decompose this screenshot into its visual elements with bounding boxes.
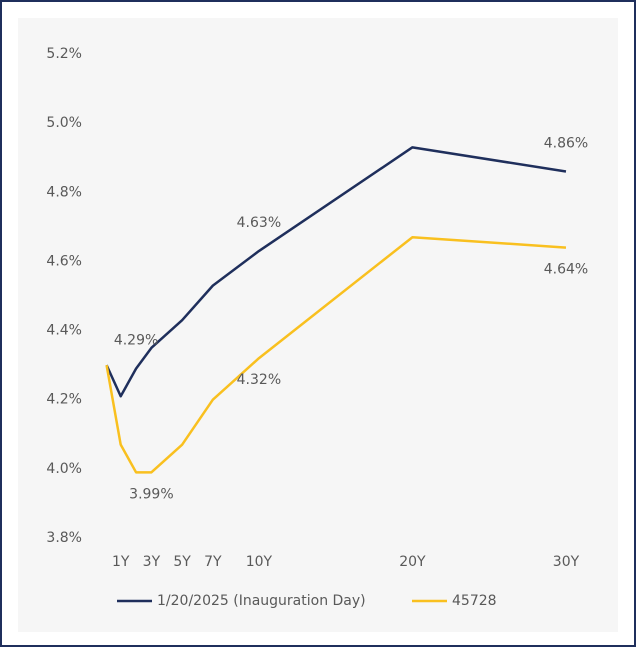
y-tick-label: 4.8% (46, 184, 82, 200)
y-tick-label: 4.6% (46, 253, 82, 269)
data-label: 3.99% (129, 486, 173, 502)
plot-panel (18, 18, 618, 632)
y-tick-label: 4.0% (46, 461, 82, 477)
data-label: 4.29% (114, 333, 158, 349)
x-tick-label: 5Y (173, 554, 191, 570)
y-tick-label: 5.0% (46, 115, 82, 131)
x-tick-label: 1Y (112, 554, 130, 570)
legend-label: 45728 (452, 593, 497, 609)
line-series (105, 146, 567, 398)
x-tick-label: 10Y (246, 554, 273, 570)
x-tick-label: 30Y (553, 554, 580, 570)
line-series (105, 235, 567, 474)
x-tick-label: 20Y (399, 554, 426, 570)
y-tick-label: 4.2% (46, 392, 82, 408)
data-label: 4.64% (544, 262, 588, 278)
data-label: 4.32% (237, 372, 281, 388)
x-tick-label: 7Y (204, 554, 222, 570)
y-tick-label: 4.4% (46, 323, 82, 339)
x-tick-label: 3Y (143, 554, 161, 570)
legend-label: 1/20/2025 (Inauguration Day) (157, 593, 366, 609)
data-label: 4.86% (544, 136, 588, 152)
y-tick-label: 3.8% (46, 530, 82, 546)
data-label: 4.63% (237, 215, 281, 231)
y-tick-label: 5.2% (46, 46, 82, 62)
